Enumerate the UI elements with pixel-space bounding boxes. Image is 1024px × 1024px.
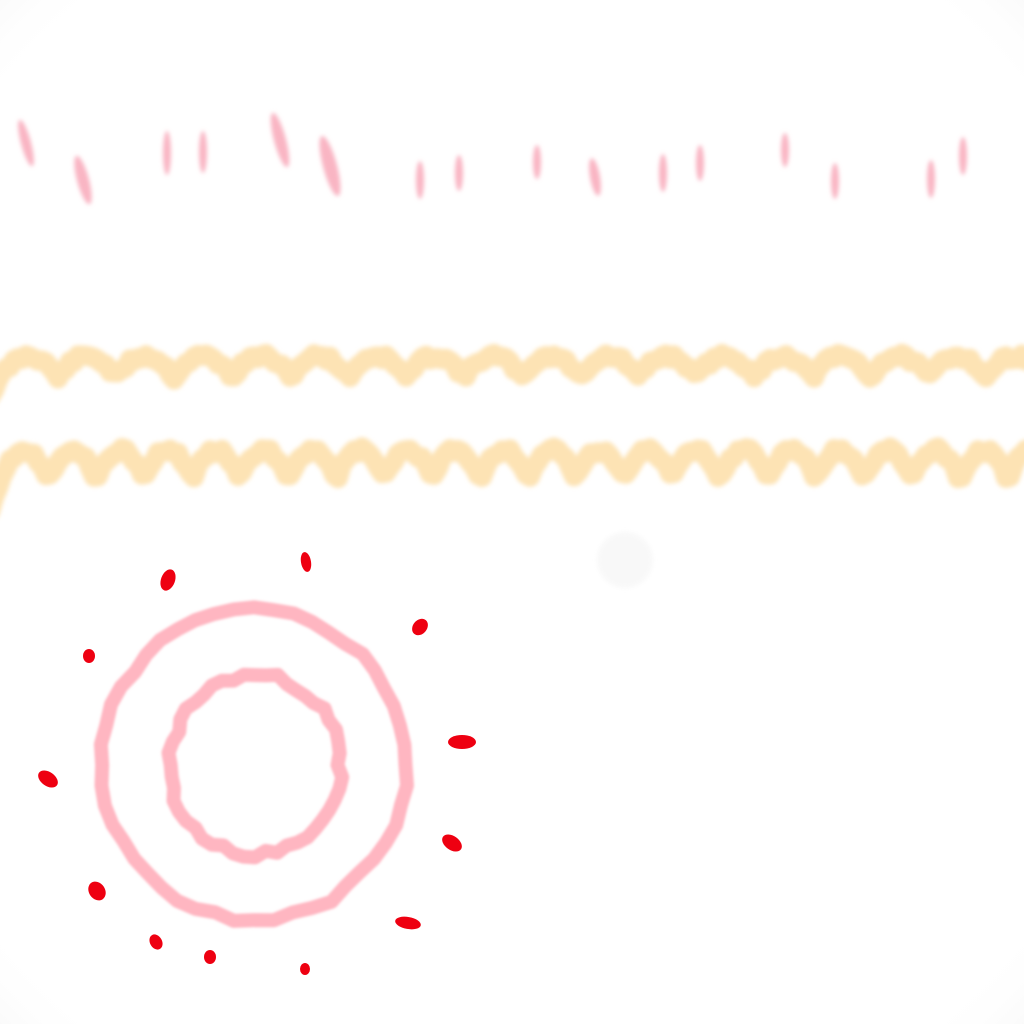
canvas-vignette (0, 0, 1024, 1024)
sketch-svg (0, 0, 1024, 1024)
drawing-canvas (0, 0, 1024, 1024)
